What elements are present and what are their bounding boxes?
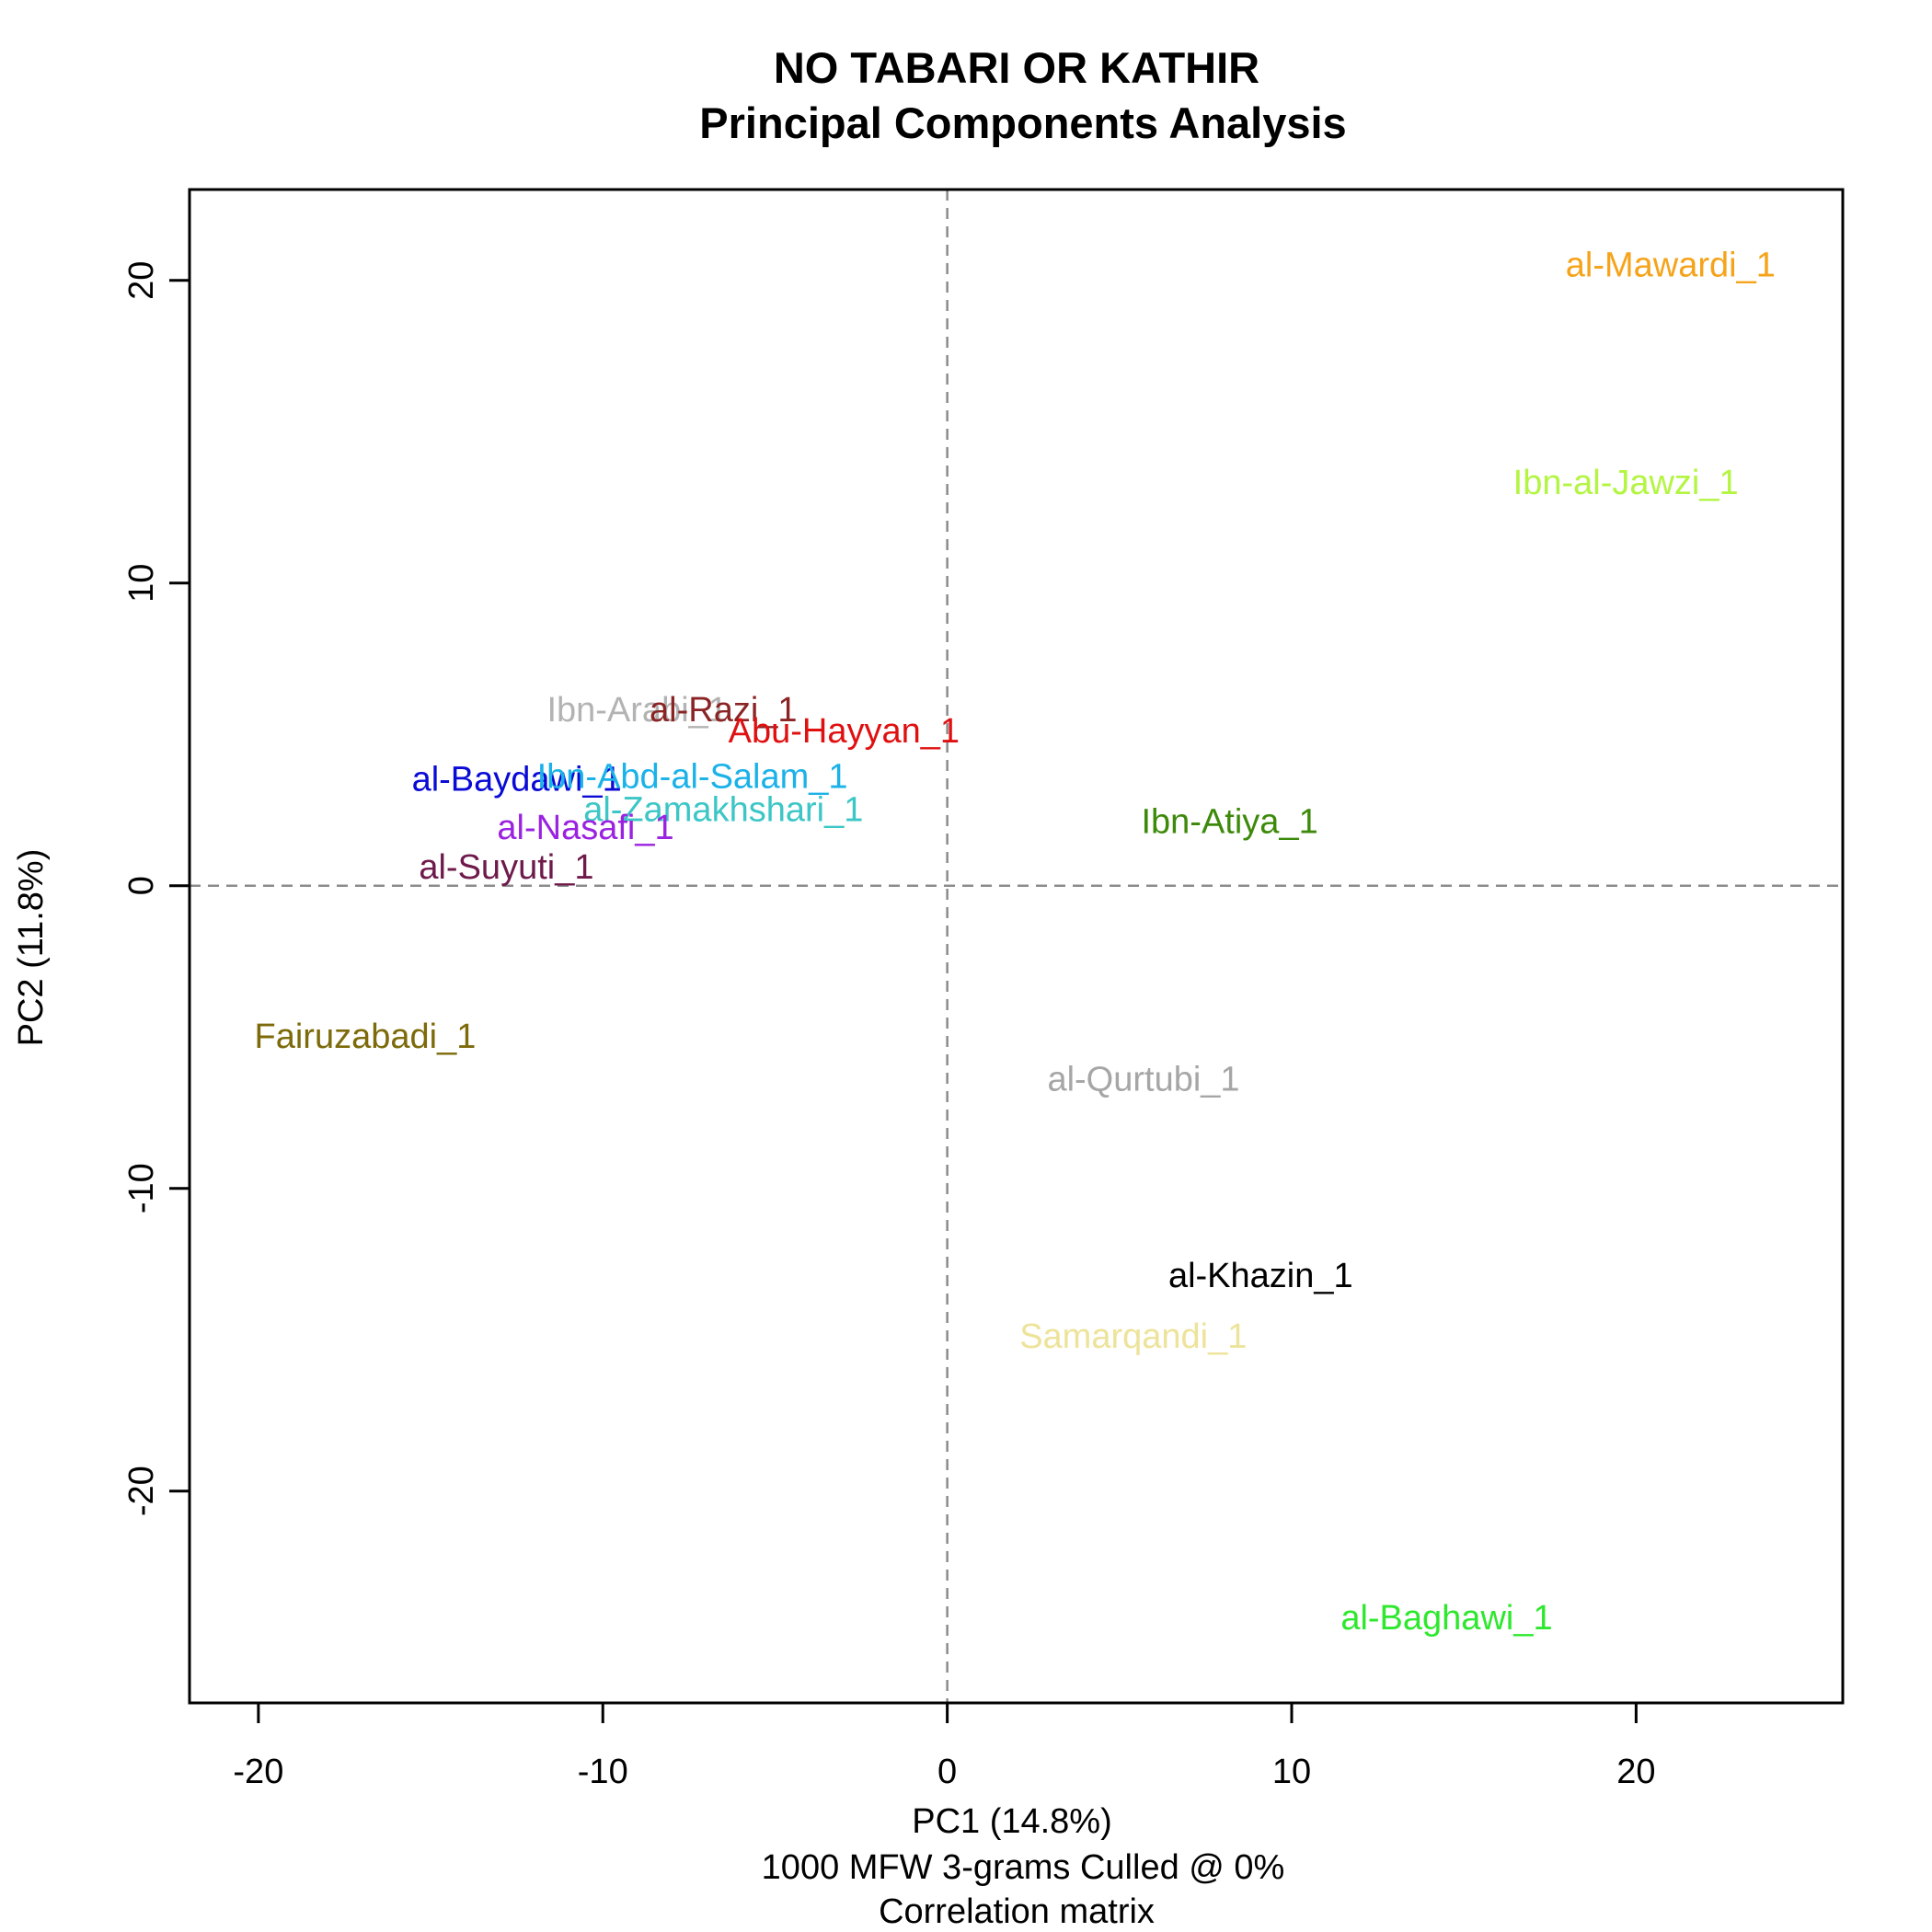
chart-subtitle: Principal Components Analysis bbox=[699, 98, 1346, 147]
point-label: Ibn-Abd-al-Salam_1 bbox=[537, 757, 848, 796]
point-label: Samarqandi_1 bbox=[1019, 1317, 1247, 1356]
point-label: al-Qurtubi_1 bbox=[1047, 1060, 1239, 1098]
y-tick-label: 0 bbox=[122, 876, 161, 895]
point-label: Ibn-Atiya_1 bbox=[1141, 803, 1317, 842]
point-label: al-Nasafi_1 bbox=[497, 809, 673, 847]
point-label: al-Khazin_1 bbox=[1168, 1257, 1353, 1295]
x-axis-note-matrix: Correlation matrix bbox=[879, 1892, 1155, 1931]
x-axis-note-mfw: 1000 MFW 3-grams Culled @ 0% bbox=[762, 1848, 1285, 1887]
point-label: al-Mawardi_1 bbox=[1566, 246, 1776, 284]
point-label: al-Baydawi_1 bbox=[412, 761, 622, 799]
point-label: Fairuzabadi_1 bbox=[255, 1018, 477, 1056]
x-axis-label: PC1 (14.8%) bbox=[912, 1802, 1112, 1841]
plot-frame bbox=[188, 188, 1845, 1705]
y-tick-label: 20 bbox=[122, 261, 161, 300]
x-axis: -20 -10 0 10 20 bbox=[233, 1703, 1656, 1791]
point-label: al-Razi_1 bbox=[650, 691, 798, 730]
point-label: Ibn-Arabi_1 bbox=[546, 691, 727, 730]
y-axis-label: PC2 (11.8%) bbox=[12, 849, 51, 1047]
point-label: al-Suyuti_1 bbox=[419, 848, 593, 887]
y-axis: -20 -10 0 10 20 bbox=[122, 261, 190, 1516]
x-tick-label: -10 bbox=[578, 1753, 628, 1791]
point-label: al-Baghawi_1 bbox=[1340, 1599, 1552, 1638]
reference-lines bbox=[190, 190, 1843, 1703]
x-tick-label: 10 bbox=[1272, 1753, 1311, 1791]
y-tick-label: -20 bbox=[122, 1466, 161, 1516]
x-tick-label: -20 bbox=[233, 1753, 283, 1791]
point-label: al-Zamakhshari_1 bbox=[583, 790, 863, 829]
y-tick-label: 10 bbox=[122, 564, 161, 603]
point-label: Ibn-al-Jawzi_1 bbox=[1513, 464, 1739, 502]
point-label: Abu-Hayyan_1 bbox=[729, 712, 960, 751]
y-tick-label: -10 bbox=[122, 1163, 161, 1213]
x-tick-label: 0 bbox=[937, 1753, 957, 1791]
chart-title: NO TABARI OR KATHIR bbox=[774, 43, 1259, 92]
x-tick-label: 20 bbox=[1616, 1753, 1655, 1791]
point-labels: al-Mawardi_1Ibn-al-Jawzi_1Ibn-Arabi_1al-… bbox=[255, 246, 1776, 1638]
